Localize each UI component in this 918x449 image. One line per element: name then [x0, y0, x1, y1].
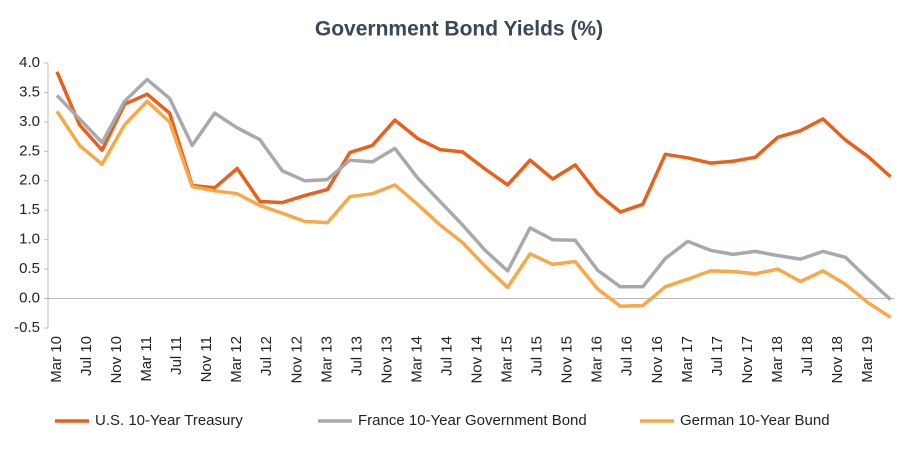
y-tick-label: 2.5 [19, 142, 40, 159]
x-tick-label: Jul 14 [438, 336, 455, 376]
x-tick-label: Nov 17 [739, 336, 756, 384]
x-tick-label: Nov 10 [108, 336, 125, 384]
x-tick-label: Mar 10 [48, 336, 65, 383]
x-tick-label: Jul 12 [258, 336, 275, 376]
x-tick-label: Mar 14 [408, 336, 425, 383]
chart-title: Government Bond Yields (%) [315, 18, 603, 41]
x-tick-label: Mar 17 [679, 336, 696, 383]
legend-label: U.S. 10-Year Treasury [95, 412, 243, 429]
x-tick-label: Nov 14 [469, 336, 486, 384]
y-tick-label: 1.5 [19, 201, 40, 218]
series-line [55, 99, 892, 319]
x-tick-label: Mar 13 [318, 336, 335, 383]
legend-label: France 10-Year Government Bond [358, 412, 587, 429]
x-tick-label: Mar 16 [589, 336, 606, 383]
y-tick-label: 3.5 [19, 83, 40, 100]
y-tick-label: 0.0 [19, 290, 40, 307]
x-tick-label: Mar 11 [138, 336, 155, 382]
x-tick-label: Jul 18 [799, 336, 816, 376]
x-tick-label: Nov 12 [288, 336, 305, 384]
x-tick-label: Jul 13 [348, 336, 365, 376]
legend-label: German 10-Year Bund [680, 412, 830, 429]
y-tick-label: 1.0 [19, 231, 40, 248]
x-tick-label: Nov 15 [559, 336, 576, 384]
x-tick-label: Nov 18 [829, 336, 846, 384]
x-tick-label: Nov 16 [649, 336, 666, 384]
x-tick-label: Jul 11 [168, 336, 185, 375]
x-tick-label: Jul 16 [619, 336, 636, 376]
x-tick-label: Nov 13 [378, 336, 395, 384]
y-tick-label: 0.5 [19, 260, 40, 277]
x-tick-label: Mar 15 [499, 336, 516, 383]
x-tick-label: Jul 17 [709, 336, 726, 376]
x-tick-label: Jul 15 [529, 336, 546, 376]
x-tick-label: Nov 11 [198, 336, 215, 382]
x-tick-label: Mar 18 [769, 336, 786, 383]
y-tick-label: 3.0 [19, 113, 40, 130]
x-tick-label: Mar 12 [228, 336, 245, 383]
x-tick-label: Mar 19 [859, 336, 876, 383]
x-tick-label: Jul 10 [78, 336, 95, 376]
series-line [55, 71, 892, 214]
y-tick-label: 2.0 [19, 172, 40, 189]
series-line [55, 77, 892, 301]
y-tick-label: -0.5 [14, 319, 40, 336]
y-tick-label: 4.0 [19, 54, 40, 71]
